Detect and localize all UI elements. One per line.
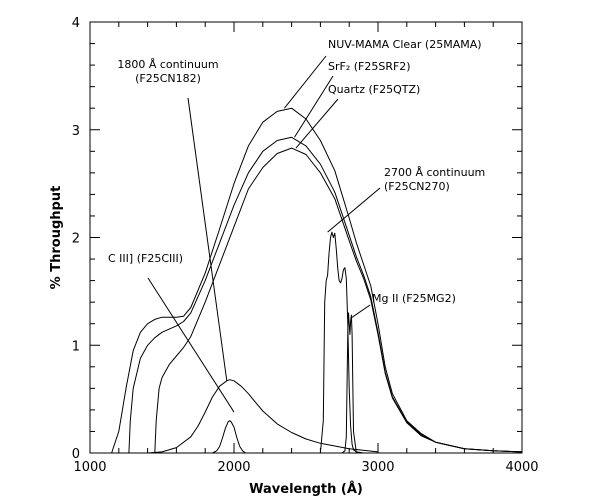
x-tick-label: 3000 [361,460,394,475]
series-line-0 [111,107,523,454]
series-line-1 [128,136,523,454]
annotation-6: Mg II (F25MG2) [350,292,456,319]
annotation-text: (F25CN182) [135,72,201,85]
annotation-5: 2700 Å continuum(F25CN270) [327,166,485,233]
annotation-leader [295,98,339,149]
x-axis-label: Wavelength (Å) [249,481,363,497]
x-tick-label: 2000 [217,460,250,475]
x-tick-label: 1000 [73,460,106,475]
annotation-0: NUV-MAMA Clear (25MAMA) [284,38,482,109]
annotation-leader [147,277,235,413]
annotation-text: 2700 Å continuum [384,166,485,179]
annotation-leader [350,304,371,319]
annotation-text: Quartz (F25QTZ) [328,83,420,96]
annotation-4: C III] (F25CIII) [108,252,235,413]
annotation-3: 1800 Å continuum(F25CN182) [117,58,228,381]
annotation-text: Mg II (F25MG2) [372,292,456,305]
annotation-leader [284,55,327,109]
axis-tick-labels: 1000 2000 3000 4000 0 1 2 3 4 [72,16,539,475]
series-line-4 [212,420,246,454]
annotation-text: C III] (F25CIII) [108,252,183,265]
series-line-2 [154,147,523,454]
plot-frame [89,21,523,454]
annotation-2: Quartz (F25QTZ) [295,83,420,149]
y-tick-label: 1 [72,339,80,354]
series-line-3 [118,379,379,454]
annotation-leader [187,97,228,381]
series-line-6 [341,312,357,454]
series-line-5 [319,231,364,454]
x-tick-label: 4000 [505,460,538,475]
annotation-text: SrF₂ (F25SRF2) [328,60,411,73]
y-tick-label: 4 [72,16,80,31]
annotation-text: NUV-MAMA Clear (25MAMA) [328,38,482,51]
annotation-leader [327,187,381,233]
annotation-text: (F25CN270) [384,180,450,193]
annotation-leader [294,75,334,138]
axis-ticks [89,21,523,454]
y-axis-label: % Throughput [49,186,64,290]
annotation-text: 1800 Å continuum [117,58,218,71]
y-tick-label: 2 [72,232,80,247]
series-annotations: NUV-MAMA Clear (25MAMA) SrF₂ (F25SRF2) Qua… [108,38,485,413]
y-tick-label: 3 [72,124,80,139]
y-tick-label: 0 [72,447,80,462]
series-lines [111,107,523,454]
annotation-1: SrF₂ (F25SRF2) [294,60,411,138]
